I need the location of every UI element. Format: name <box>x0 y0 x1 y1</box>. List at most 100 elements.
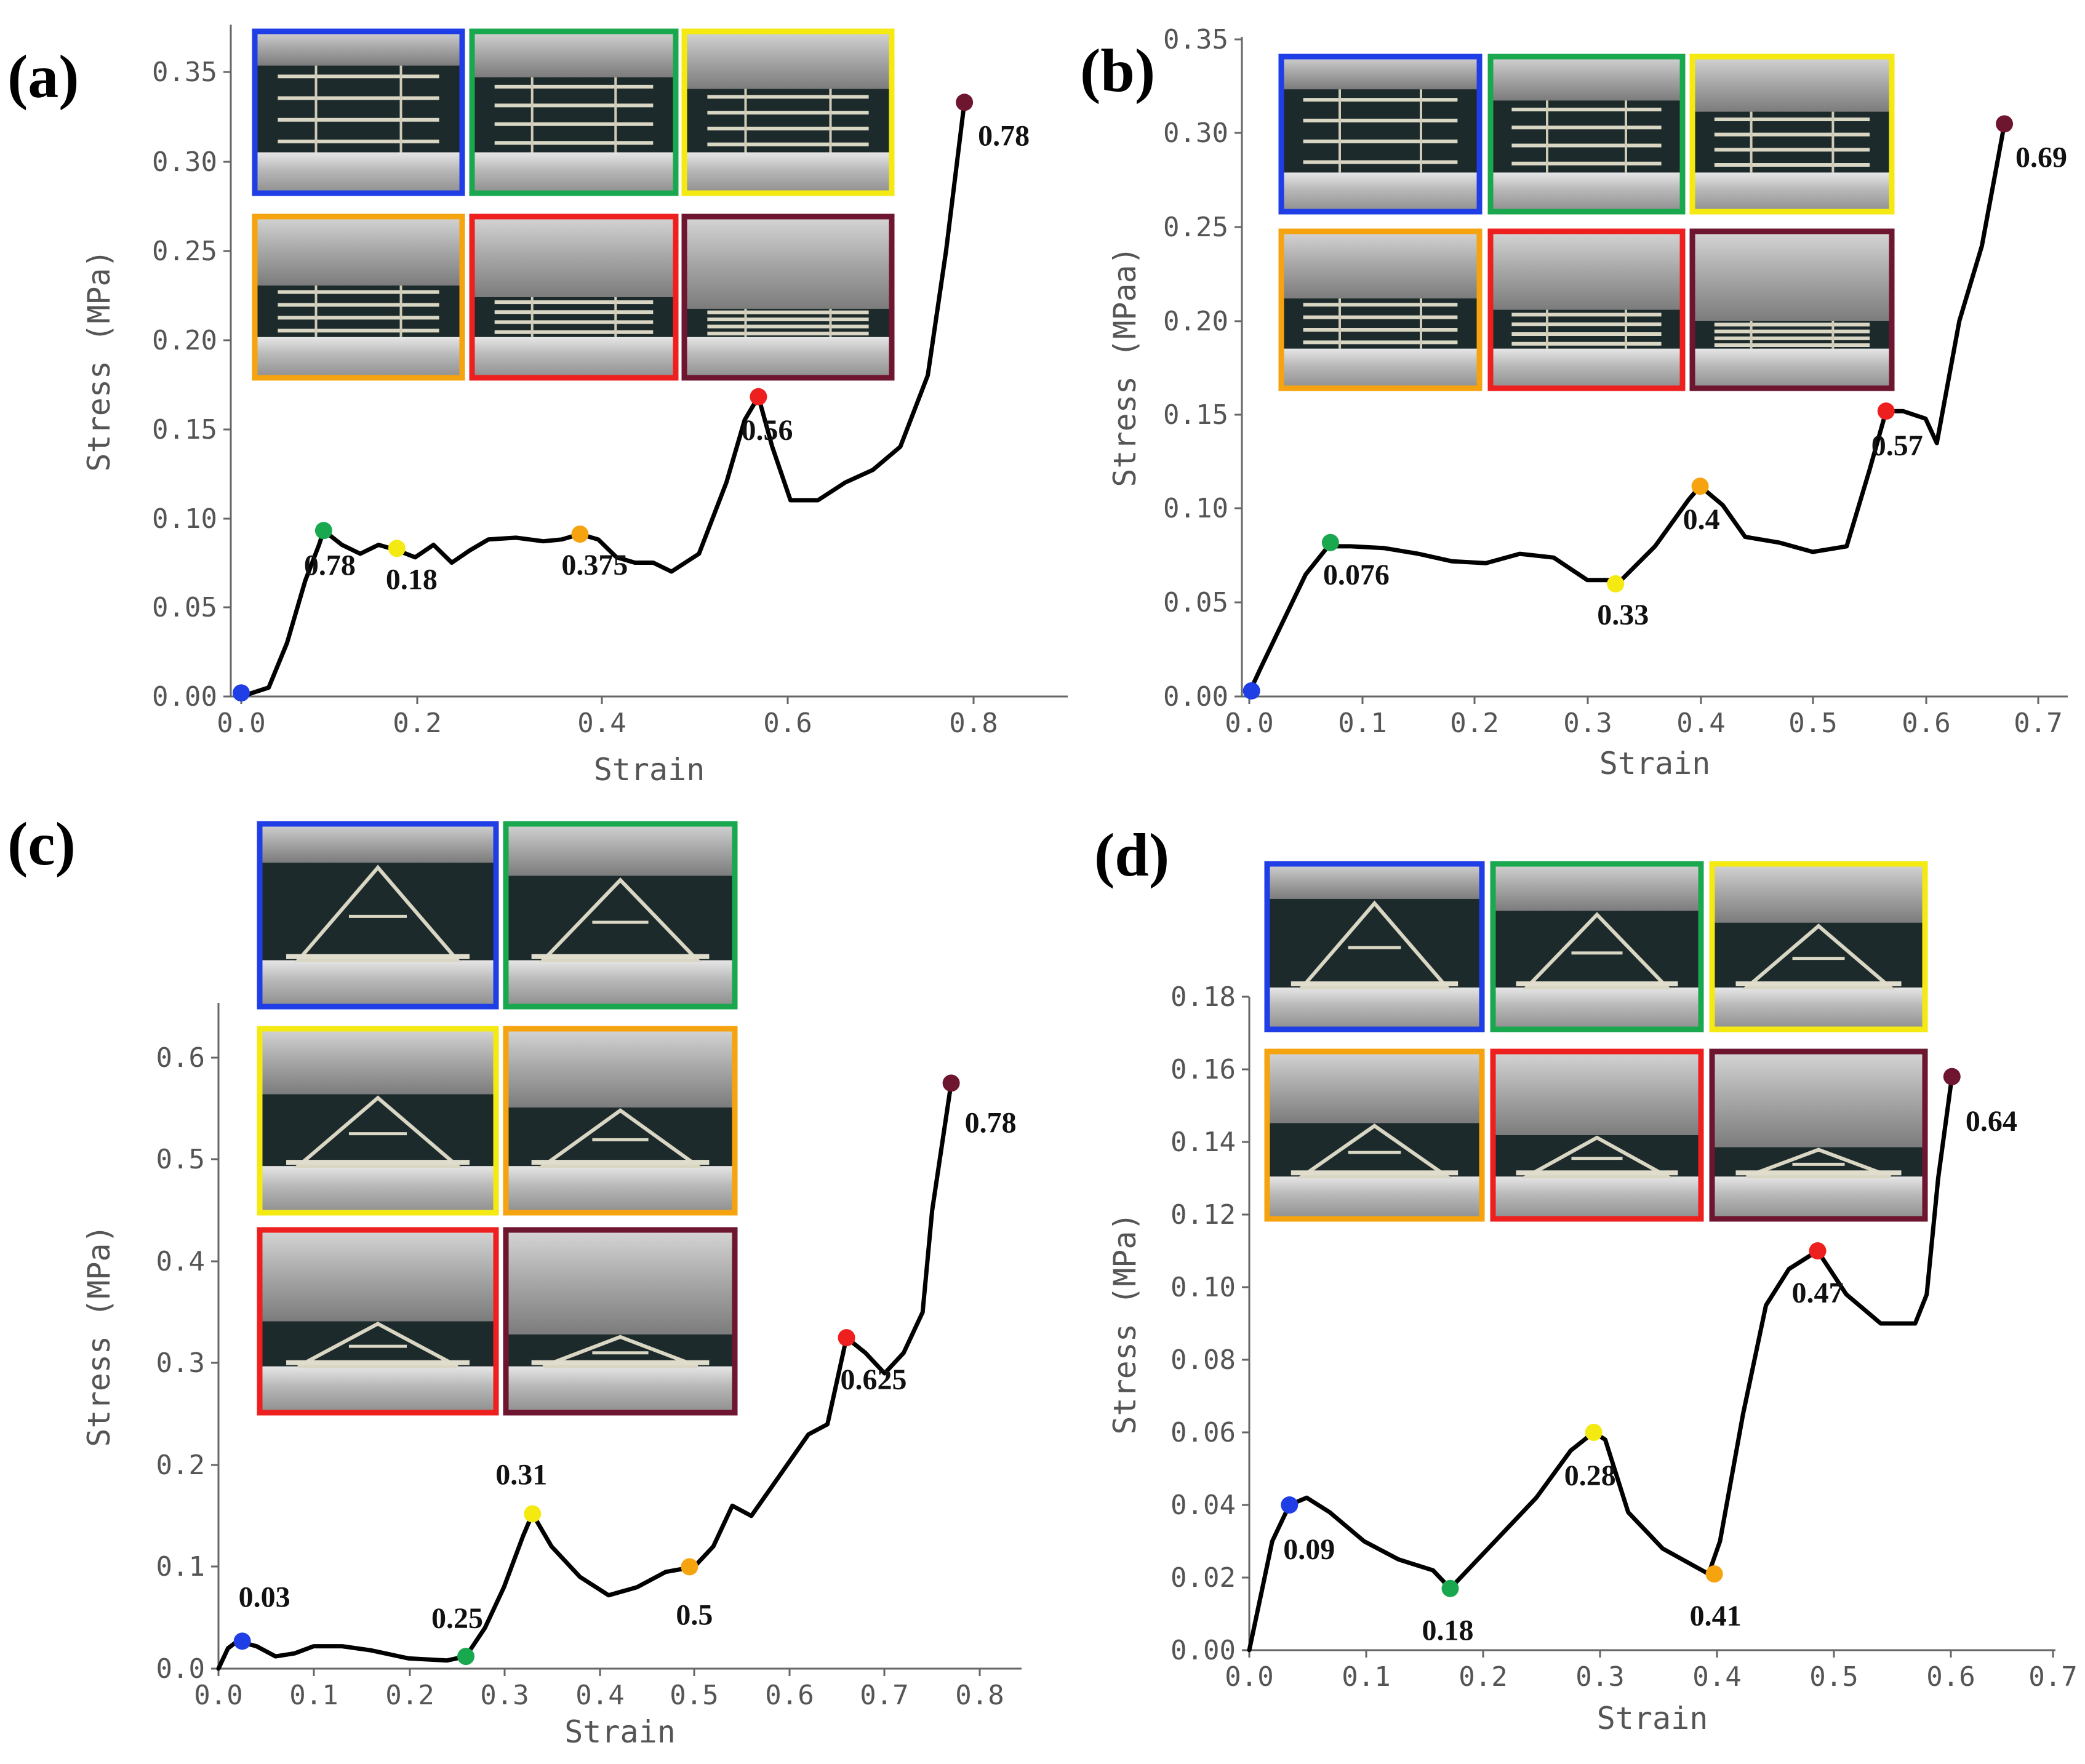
data-marker <box>1441 1579 1459 1597</box>
x-tick-label: 0.2 <box>393 708 441 739</box>
photo-frame-5 <box>1487 228 1686 391</box>
x-axis-label: Strain <box>1599 746 1711 781</box>
marker-label: 0.31 <box>495 1458 547 1491</box>
y-tick-label: 0.30 <box>152 146 217 178</box>
panel-label: (b) <box>1080 36 1155 105</box>
data-marker <box>1585 1424 1603 1441</box>
photo-frame-6 <box>503 1227 738 1416</box>
marker-label: 0.18 <box>386 563 438 596</box>
data-marker <box>1691 477 1709 495</box>
x-axis-label: Strain <box>1597 1701 1708 1736</box>
marker-label: 0.18 <box>1422 1614 1474 1647</box>
marker-label: 0.69 <box>2015 141 2067 174</box>
data-marker <box>314 522 332 540</box>
photo-frame-2 <box>503 821 738 1010</box>
y-tick-label: 0.25 <box>152 236 217 267</box>
photo-frame-1 <box>257 821 499 1010</box>
photo-frame-2 <box>1490 861 1704 1032</box>
data-marker <box>1321 533 1339 551</box>
x-tick-label: 0.1 <box>1338 708 1387 739</box>
data-marker <box>956 94 974 111</box>
x-tick-label: 0.8 <box>949 708 998 739</box>
y-axis-label: Stress (MPaa) <box>1107 246 1143 487</box>
data-marker <box>1996 115 2014 133</box>
photo-frame-6 <box>681 214 895 381</box>
x-axis-label: Strain <box>594 752 705 788</box>
x-tick-label: 0.6 <box>763 708 812 739</box>
y-tick-label: 0.05 <box>152 592 217 623</box>
y-tick-label: 0.08 <box>1171 1344 1236 1376</box>
data-marker <box>388 540 406 557</box>
photo-frame-6 <box>1689 228 1895 391</box>
y-tick-label: 0.15 <box>1163 399 1228 431</box>
marker-label: 0.5 <box>676 1599 713 1632</box>
marker-label: 0.78 <box>978 119 1030 152</box>
marker-label: 0.076 <box>1323 559 1390 591</box>
data-marker <box>1607 575 1625 593</box>
photo-frame-6 <box>1709 1048 1928 1222</box>
x-tick-label: 0.6 <box>1926 1661 1975 1693</box>
x-tick-label: 0.0 <box>1225 1661 1273 1693</box>
y-tick-label: 0.20 <box>152 325 217 356</box>
data-marker <box>942 1074 960 1092</box>
photo-frame-3 <box>681 28 895 196</box>
y-tick-label: 0.00 <box>1163 681 1228 712</box>
stress-strain-curve <box>1247 121 2007 695</box>
marker-label: 0.25 <box>431 1602 483 1635</box>
photo-frame-2 <box>469 28 679 196</box>
marker-label: 0.64 <box>1966 1105 2017 1138</box>
photo-frame-4 <box>1264 1048 1485 1222</box>
marker-label: 0.56 <box>741 414 793 447</box>
panel-a: (a) 0.00 0.05 0.10 0.15 0.20 0.25 0.30 0.35 0.0 0.… <box>7 25 1068 788</box>
data-marker <box>524 1505 542 1523</box>
marker-label: 0.78 <box>304 549 356 581</box>
x-tick-label: 0.7 <box>2028 1661 2077 1693</box>
panel-label: (d) <box>1094 821 1169 889</box>
marker-label: 0.625 <box>841 1363 907 1396</box>
x-tick-label: 0.3 <box>1563 708 1612 739</box>
photo-frame-1 <box>252 28 465 196</box>
x-tick-label: 0.7 <box>860 1680 908 1711</box>
data-marker <box>457 1648 475 1666</box>
y-tick-label: 0.1 <box>156 1551 205 1582</box>
y-tick-label: 0.05 <box>1163 587 1228 618</box>
y-tick-label: 0.25 <box>1163 212 1228 243</box>
panels: (a)0.000.050.100.150.200.250.300.350.0 0.… <box>7 24 2078 1750</box>
data-marker <box>571 525 589 543</box>
data-marker <box>1809 1242 1827 1259</box>
photo-frame-5 <box>1490 1048 1704 1222</box>
x-tick-label: 0.2 <box>1450 708 1499 739</box>
y-tick-label: 0.10 <box>1163 493 1228 524</box>
y-tick-label: 0.10 <box>152 503 217 535</box>
y-axis-label: Stress (MPa) <box>81 249 117 471</box>
photo-frame-1 <box>1278 54 1483 215</box>
x-axis-label: Strain <box>564 1714 676 1750</box>
photo-frame-5 <box>257 1227 499 1416</box>
x-tick-label: 0.5 <box>1809 1661 1858 1693</box>
y-tick-label: 0.00 <box>1171 1635 1236 1666</box>
x-tick-label: 0.4 <box>577 708 626 739</box>
data-marker <box>750 388 767 405</box>
x-tick-label: 0.3 <box>480 1680 529 1711</box>
y-tick-label: 0.35 <box>1163 24 1228 55</box>
x-tick-label: 0.2 <box>1459 1661 1507 1693</box>
marker-label: 0.03 <box>239 1581 290 1613</box>
marker-label: 0.09 <box>1283 1533 1335 1566</box>
marker-label: 0.4 <box>1683 503 1720 536</box>
photo-frame-3 <box>1689 54 1895 215</box>
x-tick-label: 0.0 <box>194 1680 242 1711</box>
panel-b: (b) 0.00 0.05 0.10 0.15 0.20 0.25 0.30 0.35 0.0 0.… <box>1080 24 2068 781</box>
y-tick-label: 0.35 <box>152 57 217 88</box>
data-marker <box>1877 402 1895 420</box>
photo-frame-4 <box>503 1026 738 1216</box>
x-tick-label: 0.1 <box>1342 1661 1390 1693</box>
x-tick-label: 0.6 <box>765 1680 814 1711</box>
x-tick-label: 0.2 <box>385 1680 434 1711</box>
data-marker <box>1281 1496 1299 1514</box>
y-tick-label: 0.20 <box>1163 306 1228 337</box>
y-tick-label: 0.0 <box>156 1653 205 1685</box>
marker-label: 0.41 <box>1690 1600 1742 1632</box>
y-tick-label: 0.12 <box>1171 1199 1236 1231</box>
panel-c: (c) 0.0 0.1 0.2 0.3 0.4 0.5 0.6 0.0 0.1 0.2 0.3 0.4 0… <box>7 810 1022 1750</box>
